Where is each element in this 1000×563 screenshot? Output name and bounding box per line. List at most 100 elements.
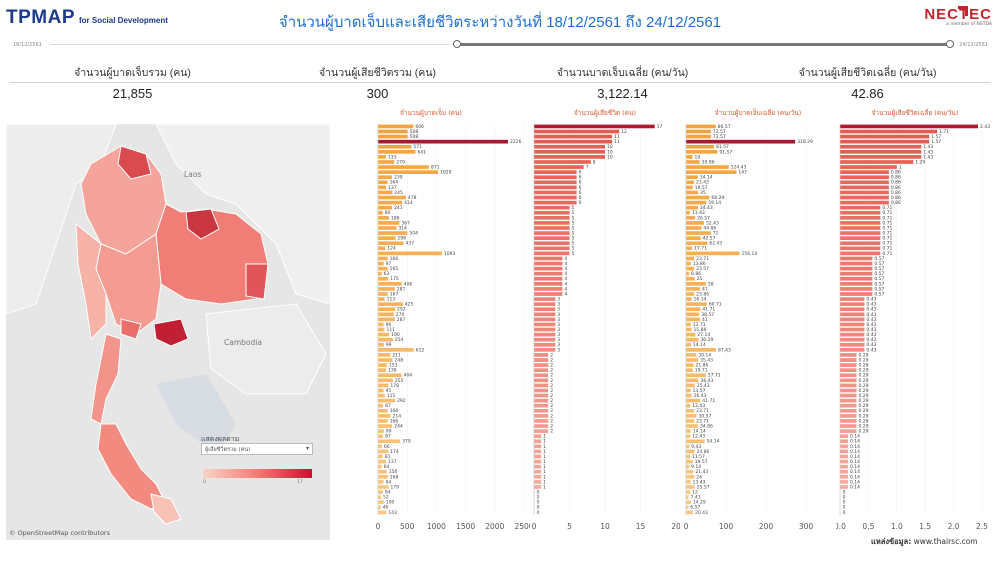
bar[interactable]	[534, 261, 563, 266]
bar[interactable]	[378, 495, 382, 499]
bar[interactable]	[534, 449, 542, 454]
bar[interactable]	[686, 271, 690, 276]
bar[interactable]	[534, 282, 563, 286]
data-source-link[interactable]: www.thairsc.com	[913, 537, 978, 546]
bar[interactable]	[534, 200, 577, 205]
bar[interactable]	[840, 276, 873, 281]
bar[interactable]	[378, 444, 382, 449]
bar[interactable]	[840, 241, 881, 246]
bar[interactable]	[686, 216, 696, 220]
bar[interactable]	[840, 317, 865, 322]
bar[interactable]	[686, 322, 691, 327]
bar[interactable]	[534, 251, 570, 256]
bar[interactable]	[686, 139, 796, 144]
bar[interactable]	[686, 256, 695, 261]
bar[interactable]	[686, 474, 695, 479]
bar[interactable]	[534, 266, 563, 271]
bar[interactable]	[686, 373, 706, 378]
bar[interactable]	[534, 221, 570, 225]
bar[interactable]	[686, 144, 714, 149]
bar[interactable]	[378, 469, 387, 474]
bar[interactable]	[686, 312, 700, 317]
bar[interactable]	[840, 246, 881, 251]
bar[interactable]	[840, 403, 857, 408]
bar[interactable]	[686, 231, 711, 235]
bar[interactable]	[686, 464, 690, 469]
bar[interactable]	[378, 226, 397, 230]
bar[interactable]	[686, 485, 695, 489]
bar[interactable]	[686, 429, 691, 433]
bar[interactable]	[534, 383, 549, 388]
bar[interactable]	[840, 388, 857, 393]
date-range-slider[interactable]: 18/12/2561 24/12/2561	[10, 38, 990, 52]
bar[interactable]	[840, 307, 865, 312]
bar[interactable]	[840, 419, 857, 423]
bar[interactable]	[686, 348, 716, 352]
bar[interactable]	[378, 231, 408, 235]
bar[interactable]	[534, 403, 549, 408]
bar[interactable]	[378, 363, 387, 367]
bar[interactable]	[378, 332, 390, 337]
bar[interactable]	[686, 505, 689, 510]
bar[interactable]	[686, 353, 697, 357]
bar[interactable]	[840, 348, 865, 352]
bar[interactable]	[686, 160, 700, 164]
bar[interactable]	[686, 155, 693, 159]
bar[interactable]	[534, 342, 556, 347]
bar[interactable]	[686, 368, 693, 373]
bar[interactable]	[534, 190, 577, 195]
measure-select[interactable]: ผู้เสียชีวิตรวม (คน) ▾	[201, 443, 313, 455]
bar[interactable]	[378, 464, 382, 469]
bar[interactable]	[534, 160, 591, 164]
bar[interactable]	[686, 454, 690, 459]
bar[interactable]	[686, 282, 706, 286]
bar[interactable]	[378, 434, 384, 439]
bar[interactable]	[686, 317, 701, 322]
bar[interactable]	[534, 149, 605, 154]
chart-deaths-avg[interactable]: จำนวนผู้เสียชีวิตเฉลี่ย (คน/วัน) 0.0 0.5 1…	[836, 108, 994, 538]
bar[interactable]	[840, 256, 873, 261]
bar[interactable]	[534, 195, 577, 200]
bar[interactable]	[534, 216, 570, 220]
bar[interactable]	[840, 302, 865, 307]
bar[interactable]	[686, 205, 698, 210]
bar[interactable]	[840, 266, 873, 271]
bar[interactable]	[378, 261, 384, 266]
chart-svg[interactable]: 0500100015002000250060650850822265716411…	[332, 108, 530, 538]
bar[interactable]	[534, 312, 556, 317]
bar[interactable]	[686, 297, 692, 301]
chart-injured-avg[interactable]: จำนวนผู้บาดเจ็บเฉลี่ย (คน/วัน) 0 100 200 30…	[682, 108, 834, 538]
bar[interactable]	[378, 414, 391, 418]
bar[interactable]	[840, 480, 848, 484]
bar[interactable]	[840, 368, 857, 373]
bar[interactable]	[378, 149, 416, 154]
bar[interactable]	[378, 282, 402, 286]
bar[interactable]	[840, 485, 848, 489]
bar[interactable]	[378, 403, 384, 408]
bar[interactable]	[378, 271, 382, 276]
bar[interactable]	[840, 322, 865, 327]
bar[interactable]	[840, 469, 848, 474]
bar[interactable]	[686, 327, 692, 332]
bar[interactable]	[840, 180, 889, 185]
bar[interactable]	[378, 256, 388, 261]
bar[interactable]	[840, 332, 865, 337]
bar[interactable]	[840, 175, 889, 180]
bar[interactable]	[686, 261, 691, 266]
bar[interactable]	[378, 388, 384, 393]
bar[interactable]	[686, 500, 691, 505]
bar[interactable]	[378, 337, 393, 342]
bar[interactable]	[534, 398, 549, 403]
bar[interactable]	[534, 322, 556, 327]
bar[interactable]	[840, 373, 857, 378]
bar[interactable]	[534, 434, 542, 439]
bar[interactable]	[534, 185, 577, 190]
bar[interactable]	[686, 363, 694, 367]
bar[interactable]	[840, 129, 938, 134]
bar[interactable]	[534, 271, 563, 276]
bar[interactable]	[378, 221, 400, 225]
bar[interactable]	[534, 485, 542, 489]
bar[interactable]	[534, 175, 577, 180]
bar[interactable]	[840, 353, 857, 357]
bar[interactable]	[378, 398, 396, 403]
